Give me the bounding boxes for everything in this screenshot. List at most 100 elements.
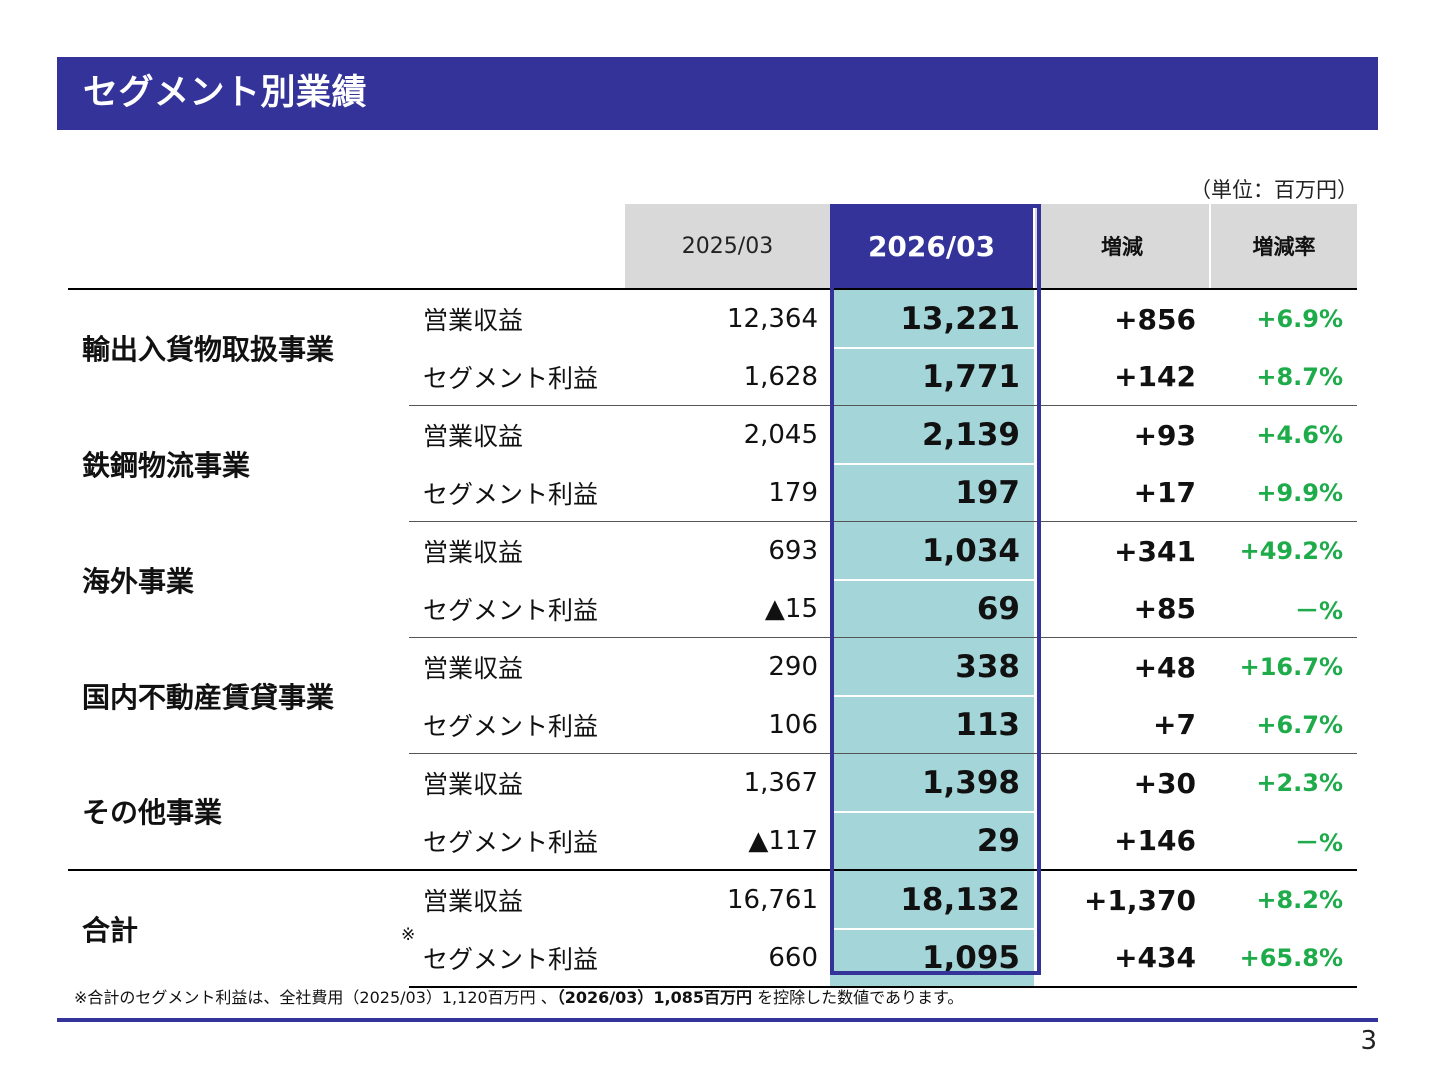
prev-year-value: 1,367 bbox=[743, 768, 818, 798]
item-label-text: セグメント利益 bbox=[423, 944, 599, 974]
prev-year-value: ▲15 bbox=[625, 580, 830, 638]
header-blank-item bbox=[409, 204, 625, 290]
item-label: 営業収益 bbox=[409, 522, 625, 581]
item-label: 営業収益 bbox=[409, 289, 625, 348]
segment-name: 合計 bbox=[68, 869, 409, 987]
item-label: 営業収益 bbox=[409, 406, 625, 465]
segment-name: 国内不動産賃貸事業 bbox=[82, 680, 335, 714]
item-label-text: セグメント利益 bbox=[423, 595, 599, 625]
current-year-value: 18,132 bbox=[830, 869, 1034, 930]
change-value: +48 bbox=[1133, 650, 1196, 684]
change-value: +7 bbox=[1034, 696, 1210, 754]
change-rate-value: +6.7% bbox=[1210, 696, 1357, 754]
table-row: 鉄鋼物流事業 営業収益 2,045 2,139 +93 +4.6% bbox=[68, 405, 1357, 482]
change-rate-value: +4.6% bbox=[1256, 421, 1343, 449]
item-label-text: セグメント利益 bbox=[423, 479, 599, 509]
footnote-text-1: ※合計のセグメント利益は、全社費用（2025/03）1,120百万円 、 bbox=[74, 988, 557, 1007]
prev-year-value: 1,628 bbox=[625, 348, 830, 406]
item-label: セグメント利益 bbox=[409, 464, 625, 522]
table-row: 輸出入貨物取扱事業 営業収益 12,364 13,221 +856 +6.9% bbox=[68, 289, 1357, 366]
prev-year-value: 106 bbox=[625, 696, 830, 754]
item-label-text: セグメント利益 bbox=[423, 711, 599, 741]
change-value: +341 bbox=[1114, 534, 1196, 568]
item-label-text: セグメント利益 bbox=[423, 363, 599, 393]
change-value: +17 bbox=[1034, 464, 1210, 522]
item-label-text: 営業収益 bbox=[423, 422, 524, 451]
unit-label: （単位：百万円） bbox=[1190, 178, 1358, 202]
change-rate-value: +16.7% bbox=[1239, 653, 1343, 681]
header-prev-year: 2025/03 bbox=[625, 204, 830, 290]
title-bar: セグメント別業績 bbox=[57, 57, 1378, 130]
item-label-text: 営業収益 bbox=[423, 306, 524, 335]
item-label-text: 営業収益 bbox=[423, 887, 524, 916]
table-row: セグメント利益 ▲15 69 +85 －% bbox=[68, 580, 1357, 638]
prev-year-value: 16,761 bbox=[625, 869, 830, 929]
change-value: +1,370 bbox=[1034, 869, 1210, 929]
prev-year-value: ▲117 bbox=[748, 825, 818, 856]
current-year-value: 1,771 bbox=[830, 348, 1034, 406]
change-rate-value: +8.2% bbox=[1210, 869, 1357, 929]
change-value: +142 bbox=[1034, 348, 1210, 406]
header-change-rate: 増減率 bbox=[1209, 204, 1357, 290]
table-row: その他事業 営業収益 1,367 1,398 +30 +2.3% bbox=[68, 753, 1357, 829]
change-rate-value: +6.9% bbox=[1256, 305, 1343, 333]
item-label: 営業収益 bbox=[409, 754, 625, 813]
header-blank-segment bbox=[68, 204, 409, 290]
header-change: 増減 bbox=[1033, 204, 1210, 290]
change-value: +856 bbox=[1114, 302, 1196, 336]
prev-year-value: 660 bbox=[625, 929, 830, 988]
page-title: セグメント別業績 bbox=[83, 73, 368, 113]
table-row: 合計 営業収益 16,761 18,132 +1,370 +8.2% bbox=[68, 869, 1357, 987]
change-value: +146 bbox=[1114, 824, 1196, 857]
segment-name: 海外事業 bbox=[82, 564, 195, 598]
footnote: ※合計のセグメント利益は、全社費用（2025/03）1,120百万円 、（202… bbox=[74, 984, 963, 1008]
table-row: セグメント利益 1,628 1,771 +142 +8.7% bbox=[68, 348, 1357, 406]
segment-name: 鉄鋼物流事業 bbox=[82, 448, 251, 482]
change-rate-value: +8.7% bbox=[1210, 348, 1357, 406]
prev-year-value: 2,045 bbox=[743, 420, 818, 450]
item-label: セグメント利益 bbox=[409, 696, 625, 754]
current-year-value: 1,095 bbox=[830, 929, 1034, 988]
item-label: セグメント利益 bbox=[409, 812, 625, 870]
table-row: 国内不動産賃貸事業 営業収益 290 338 +48 +16.7% bbox=[68, 637, 1357, 714]
table-row: セグメント利益 106 113 +7 +6.7% bbox=[68, 696, 1357, 754]
item-label: セグメント利益 bbox=[409, 580, 625, 638]
footnote-text-2: を控除した数値であります。 bbox=[752, 988, 964, 1007]
change-rate-value: +49.2% bbox=[1239, 537, 1343, 565]
segment-name: その他事業 bbox=[82, 796, 223, 830]
note-mark: ※ bbox=[401, 925, 416, 945]
change-value: +85 bbox=[1034, 580, 1210, 638]
prev-year-value: 179 bbox=[625, 464, 830, 522]
prev-year-value: 693 bbox=[768, 536, 818, 566]
change-rate-value: +9.9% bbox=[1210, 464, 1357, 522]
table-row: セグメント利益 ▲117 29 +146 －% bbox=[68, 812, 1357, 870]
footnote-text-bold: （2026/03）1,085百万円 bbox=[556, 988, 753, 1007]
current-year-value: 338 bbox=[830, 637, 1034, 697]
current-year-value: 29 bbox=[830, 812, 1034, 870]
current-year-value: 13,221 bbox=[830, 289, 1034, 349]
current-year-value: 2,139 bbox=[830, 405, 1034, 465]
segment-results-table: 2025/03 2026/03 増減 増減率 輸出入貨物取扱事業 営業収益 12,3… bbox=[68, 204, 1357, 988]
change-value: +434 bbox=[1034, 929, 1210, 988]
item-label-text: 営業収益 bbox=[423, 538, 524, 567]
bottom-divider bbox=[57, 1018, 1378, 1022]
item-label-text: 営業収益 bbox=[423, 770, 524, 799]
item-label: セグメント利益 bbox=[409, 348, 625, 406]
current-year-value: 69 bbox=[830, 580, 1034, 638]
current-year-value: 113 bbox=[830, 696, 1034, 754]
table-row: 海外事業 営業収益 693 1,034 +341 +49.2% bbox=[68, 521, 1357, 598]
item-label-text: 営業収益 bbox=[423, 654, 524, 683]
item-label: ※ セグメント利益 bbox=[401, 925, 625, 988]
item-label: 営業収益 bbox=[409, 869, 625, 929]
change-value: +93 bbox=[1133, 418, 1196, 452]
change-rate-value: －% bbox=[1210, 580, 1357, 638]
page-number: 3 bbox=[1360, 1026, 1377, 1056]
prev-year-value: 12,364 bbox=[727, 304, 818, 334]
current-year-value: 197 bbox=[830, 464, 1034, 522]
header-current-year: 2026/03 bbox=[830, 204, 1034, 290]
current-year-value: 1,034 bbox=[830, 521, 1034, 581]
item-label-text: セグメント利益 bbox=[423, 827, 599, 857]
table-header-row: 2025/03 2026/03 増減 増減率 bbox=[68, 204, 1357, 290]
table-row: セグメント利益 179 197 +17 +9.9% bbox=[68, 464, 1357, 522]
item-label: 営業収益 bbox=[409, 638, 625, 697]
